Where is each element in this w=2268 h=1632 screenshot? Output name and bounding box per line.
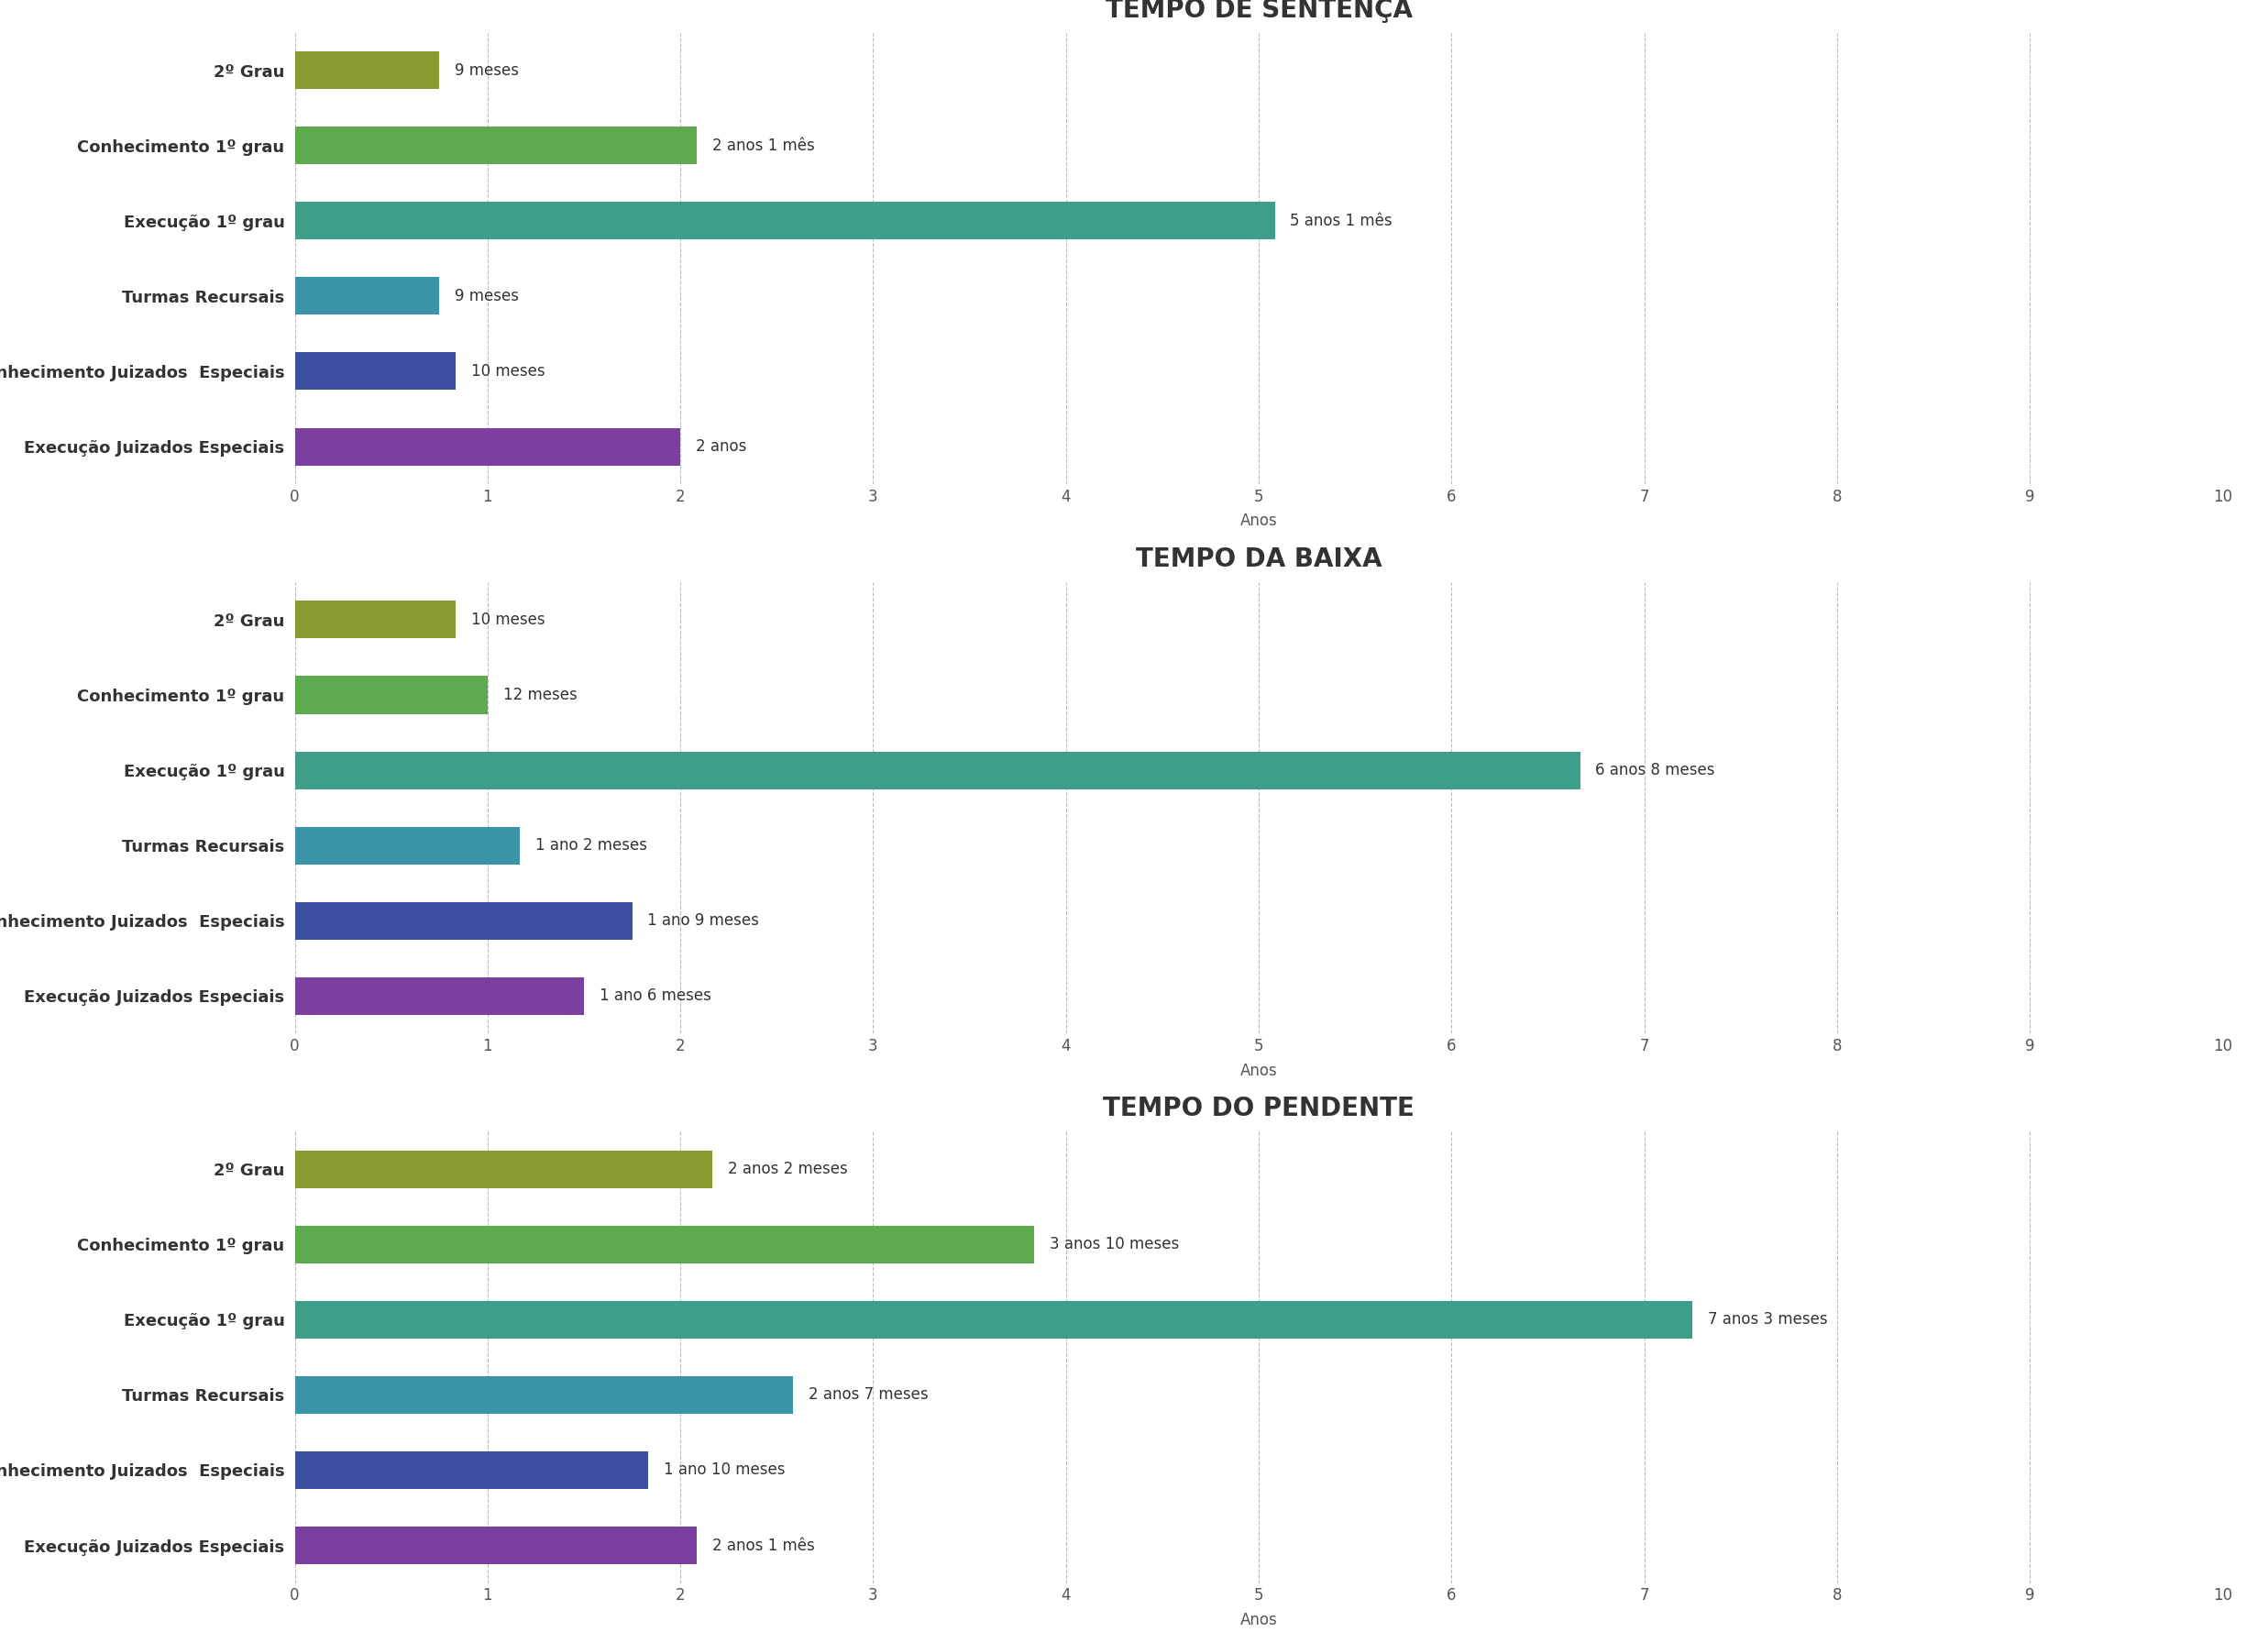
Text: 10 meses: 10 meses (472, 612, 544, 628)
Text: 1 ano 2 meses: 1 ano 2 meses (535, 837, 646, 854)
Text: 2 anos 1 mês: 2 anos 1 mês (712, 1537, 814, 1554)
Bar (295, 1226, 1034, 1263)
Bar (295, 978, 585, 1015)
Text: 6 anos 8 meses: 6 anos 8 meses (1594, 762, 1715, 778)
Text: 10 meses: 10 meses (472, 362, 544, 380)
Bar (295, 202, 1275, 240)
Bar (295, 127, 696, 165)
Text: 2 anos 1 mês: 2 anos 1 mês (712, 137, 814, 153)
X-axis label: Anos: Anos (1241, 512, 1277, 529)
Bar (295, 1301, 1692, 1338)
Text: 9 meses: 9 meses (456, 62, 519, 78)
X-axis label: Anos: Anos (1241, 1062, 1277, 1079)
Text: 2 anos 2 meses: 2 anos 2 meses (728, 1160, 848, 1177)
Title: TEMPO DA BAIXA: TEMPO DA BAIXA (1136, 547, 1381, 573)
Bar (295, 902, 633, 940)
Bar (295, 277, 440, 315)
Text: 1 ano 6 meses: 1 ano 6 meses (599, 987, 712, 1004)
Bar (295, 52, 440, 90)
Title: TEMPO DE SENTENÇA: TEMPO DE SENTENÇA (1105, 0, 1413, 23)
Title: TEMPO DO PENDENTE: TEMPO DO PENDENTE (1102, 1097, 1415, 1121)
Text: 12 meses: 12 meses (503, 687, 576, 703)
Bar (295, 601, 456, 638)
Text: 7 anos 3 meses: 7 anos 3 meses (1708, 1312, 1828, 1328)
Text: 1 ano 10 meses: 1 ano 10 meses (665, 1462, 785, 1479)
X-axis label: Anos: Anos (1241, 1612, 1277, 1629)
Bar (295, 1451, 649, 1488)
Text: 2 anos 7 meses: 2 anos 7 meses (807, 1387, 928, 1404)
Bar (295, 428, 680, 465)
Text: 3 anos 10 meses: 3 anos 10 meses (1050, 1235, 1179, 1253)
Bar (295, 353, 456, 390)
Bar (295, 827, 519, 865)
Text: 9 meses: 9 meses (456, 287, 519, 304)
Bar (295, 1526, 696, 1563)
Text: 1 ano 9 meses: 1 ano 9 meses (649, 912, 760, 929)
Bar (295, 751, 1581, 788)
Bar (295, 676, 488, 713)
Bar (295, 1151, 712, 1188)
Text: 5 anos 1 mês: 5 anos 1 mês (1290, 212, 1393, 228)
Text: 2 anos: 2 anos (696, 439, 746, 455)
Bar (295, 1376, 794, 1413)
